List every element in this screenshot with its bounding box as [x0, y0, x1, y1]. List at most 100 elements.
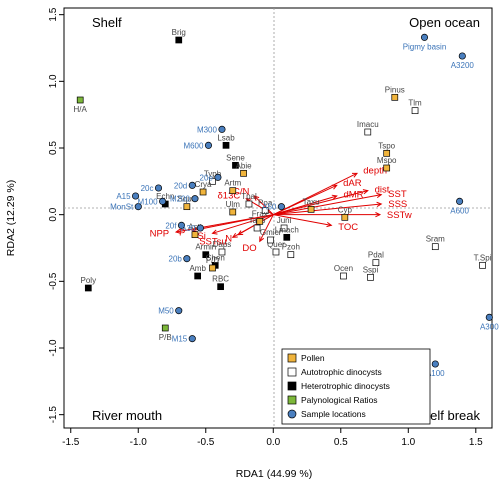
sample-marker: [134, 203, 142, 211]
heterotrophic-label: Armin: [195, 243, 216, 252]
autotrophic-label: Imacu: [357, 120, 379, 129]
pollen-point-mspo: Mspo: [377, 156, 397, 172]
pollen-marker: [383, 164, 391, 172]
sample-label: 20c: [141, 184, 154, 193]
legend: Pollen Autotrophic dinocysts Heterotroph…: [281, 348, 431, 425]
sample-point-a600: A600: [450, 197, 469, 215]
sample-label: M300: [197, 125, 218, 134]
sample-label: A100: [426, 369, 445, 378]
sample-point-20f: 20f: [165, 221, 186, 230]
pollen-label: Pinus: [385, 85, 405, 94]
sample-label: 20d: [174, 181, 187, 190]
ratio-marker: [76, 96, 84, 104]
pollen-point-crya: Crya: [195, 180, 212, 196]
pollen-label: Taxu: [303, 197, 320, 206]
autotrophic-point-poa: Poa: [258, 199, 273, 215]
y-tick-label: 1.0: [48, 74, 59, 88]
env-vector-dist: dist: [273, 184, 390, 216]
pollen-point-pinus: Pinus: [385, 85, 405, 101]
pollen-label: Tspo: [378, 141, 395, 150]
env-label-npp: NPP: [150, 229, 170, 240]
autotrophic-label: Poa: [258, 199, 273, 208]
heterotrophic-point-amb: Amb: [189, 264, 206, 280]
autotrophic-label: T.Spi: [474, 253, 492, 262]
sample-marker: [191, 195, 199, 203]
sample-point-a300: A300: [480, 313, 499, 331]
heterotrophic-point-lsab: Lsab: [217, 133, 235, 149]
env-arrow-line: [273, 214, 332, 226]
x-tick-label: 1.5: [469, 437, 483, 448]
sample-label: 20e: [200, 173, 214, 182]
sample-label: MonSt: [110, 203, 134, 212]
heterotrophic-marker: [232, 161, 239, 169]
autotrophic-marker: [287, 251, 295, 259]
env-arrow-head: [376, 192, 383, 199]
autotrophic-label: Gmicr: [260, 228, 282, 237]
autotrophic-point-sram: Sram: [426, 235, 445, 251]
autotrophic-marker: [431, 243, 439, 251]
heterotrophic-point-brig: Brig: [172, 28, 186, 44]
legend-swatch-samples: [287, 409, 297, 419]
pollen-label: Artm: [224, 179, 241, 188]
y-axis-title: RDA2 (12.29 %): [5, 180, 17, 256]
env-arrow-line: [273, 184, 337, 216]
sample-point-m50: M50: [158, 307, 183, 316]
env-label-dist: dist: [375, 184, 390, 195]
autotrophic-label: Pzoh: [282, 243, 300, 252]
plot-frame-group: [63, 7, 493, 429]
env-arrow-line: [254, 195, 274, 216]
autotrophic-marker: [209, 177, 216, 185]
y-tick-label: -1.5: [48, 406, 59, 424]
heterotrophic-label: RBC: [212, 275, 229, 284]
sample-marker: [420, 33, 429, 41]
sample-marker: [456, 197, 464, 205]
heterotrophic-label: Sene: [226, 153, 245, 162]
ratio-point-h-a: H/A: [74, 96, 88, 114]
sample-label: A15: [116, 192, 131, 201]
env-arrow-head: [174, 228, 182, 234]
sample-point-a15: A15: [116, 192, 140, 201]
sample-point-a100: A100: [426, 360, 445, 378]
autotrophic-marker: [364, 128, 372, 136]
autotrophic-point-imacu: Imacu: [357, 120, 379, 136]
x-tick-label: -1.5: [62, 437, 80, 448]
autotrophic-marker: [261, 207, 269, 215]
autotrophic-marker: [367, 273, 374, 281]
sample-label: A3200: [451, 61, 475, 70]
sample-point-m600: M600: [183, 141, 213, 150]
y-tick-label: 0.0: [48, 207, 59, 221]
autotrophic-marker: [372, 259, 380, 267]
env-arrow-head: [376, 201, 383, 208]
autotrophic-point-pdal: Pdal: [368, 251, 384, 267]
env-label-dar: dAR: [343, 178, 362, 189]
pollen-label: Cyp: [338, 205, 353, 214]
env-label-sss: SSS: [388, 199, 407, 210]
sample-point-20d: 20d: [174, 181, 196, 190]
sample-marker: [485, 313, 493, 321]
pollen-label: Ulm: [226, 200, 241, 209]
pollen-point-ulm: Ulm: [226, 200, 241, 216]
pollen-point-tspo: Tspo: [378, 141, 396, 157]
sample-point-a3200: A3200: [451, 52, 475, 70]
sample-point-a50: A50: [262, 203, 285, 212]
x-tick-label: 0.0: [266, 437, 280, 448]
sample-label: M600: [183, 141, 204, 150]
heterotrophic-label: Poly: [81, 276, 97, 285]
autotrophic-marker: [267, 236, 274, 244]
ratio-label: P/B: [159, 333, 172, 342]
ratio-marker: [161, 324, 169, 332]
y-tick-label: -0.5: [48, 272, 59, 290]
ratio-point-p-b: P/B: [159, 324, 172, 342]
env-arrow-line: [192, 214, 274, 232]
autotrophic-point-juni: Juni: [277, 216, 292, 232]
env-vector-toc: TOC: [273, 214, 358, 233]
legend-swatch-pollen: [287, 353, 297, 363]
pollen-label: Astt: [188, 223, 203, 232]
sample-point-a30: A30: [181, 224, 204, 233]
env-label-p: P: [179, 228, 185, 239]
legend-swatch-heterotrophic: [287, 381, 297, 391]
sample-label: A300: [480, 322, 499, 331]
env-label-sstsu: SSTsu: [199, 236, 226, 247]
env-vector-do: DO: [242, 214, 274, 254]
